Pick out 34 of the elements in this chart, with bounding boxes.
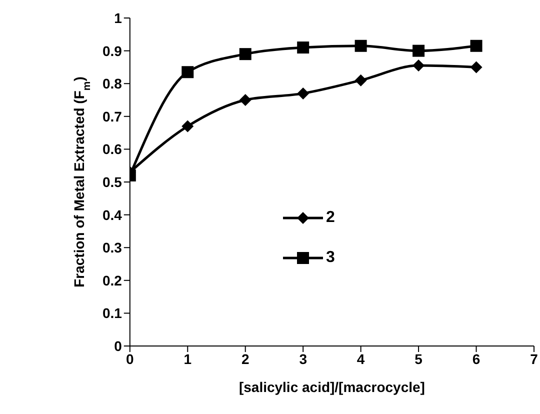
y-tick-label: 0.3: [102, 240, 122, 256]
point: [239, 48, 252, 60]
y-tick-label: 0.2: [102, 272, 122, 288]
point: [354, 74, 367, 86]
point: [470, 40, 482, 52]
point: [412, 44, 425, 57]
y-tick-label: 0.9: [102, 42, 122, 59]
x-axis-title: [salicylic acid]/[macrocycle]: [238, 379, 425, 395]
x-tick-label: 7: [530, 350, 538, 367]
point: [297, 42, 310, 54]
point: [182, 120, 194, 132]
x-tick-label: 0: [126, 350, 134, 367]
legend-label: 2: [326, 209, 335, 227]
x-tick-label: 2: [241, 350, 250, 367]
point: [470, 61, 482, 74]
y-tick-label: 0: [114, 338, 122, 354]
x-tick-label: 4: [356, 350, 365, 367]
point: [297, 87, 310, 100]
point: [412, 60, 425, 72]
x-tick-label: 1: [184, 350, 192, 367]
y-tick-label: 0.5: [102, 174, 122, 190]
y-tick-label: 1: [114, 10, 122, 26]
legend-label: 3: [326, 249, 335, 267]
y-tick-label: 0.1: [102, 305, 122, 322]
point: [182, 66, 194, 78]
y-tick-label: 0.7: [102, 108, 122, 124]
point: [239, 94, 252, 106]
x-tick-label: 6: [472, 350, 480, 367]
y-tick-label: 0.4: [102, 206, 122, 223]
y-tick-label: 0.6: [102, 141, 122, 158]
y-tick-label: 0.8: [102, 76, 122, 92]
point: [354, 40, 367, 52]
x-tick-label: 5: [414, 350, 423, 367]
x-tick-label: 3: [299, 350, 308, 367]
